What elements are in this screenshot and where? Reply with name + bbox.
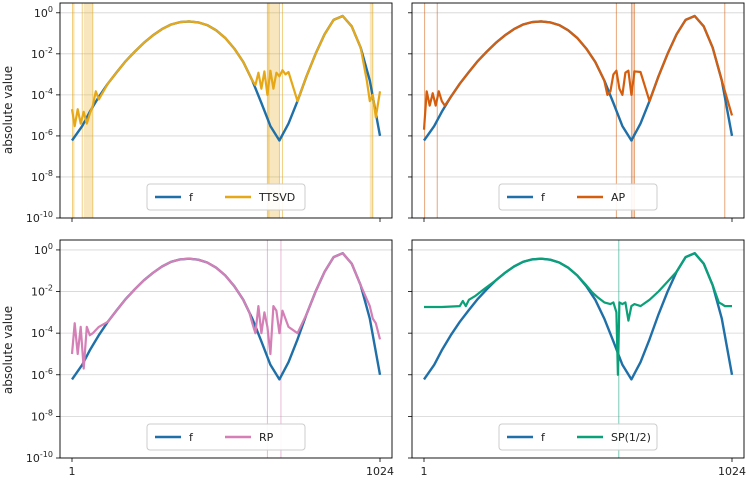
y-tick-label: 10-8 xyxy=(31,169,53,184)
axes-frame xyxy=(59,239,393,459)
legend-label: SP(1/2) xyxy=(611,431,651,444)
y-tick-label: 10-8 xyxy=(31,408,53,423)
highlight-band xyxy=(267,3,280,218)
legend-label: RP xyxy=(259,431,274,444)
y-tick-label: 10-10 xyxy=(26,450,53,465)
series-line-TTSVD xyxy=(70,14,382,128)
legend-label: f xyxy=(189,191,194,204)
y-tick-label: 10-10 xyxy=(26,210,53,225)
panel-top-right: f AP xyxy=(408,2,745,222)
axes-frame xyxy=(411,2,745,219)
y-axis-label-top: absolute value xyxy=(1,66,15,154)
x-tick-label: 1024 xyxy=(718,465,746,478)
y-tick-label: 10-6 xyxy=(31,367,53,382)
y-tick-label: 10-2 xyxy=(31,46,53,61)
panel-top-left: 100 10-2 10-4 10-6 10-8 10-10 f TTSVD xyxy=(26,2,393,225)
legend-label: TTSVD xyxy=(258,191,295,204)
legend: f SP(1/2) xyxy=(498,423,658,451)
series-line-AP xyxy=(422,14,734,130)
axes-frame xyxy=(411,239,745,459)
legend: f RP xyxy=(146,423,306,451)
y-tick-label: 10-4 xyxy=(31,87,53,102)
y-tick-label: 10-2 xyxy=(31,284,53,299)
x-tick-label: 1024 xyxy=(366,465,394,478)
y-tick-label: 100 xyxy=(34,5,53,20)
legend-label: f xyxy=(541,431,546,444)
highlight-band xyxy=(72,3,75,218)
x-tick-label: 1 xyxy=(421,465,428,478)
legend-label: f xyxy=(541,191,546,204)
legend-label: f xyxy=(189,431,194,444)
y-tick-label: 100 xyxy=(34,242,53,257)
y-tick-label: 10-4 xyxy=(31,325,53,340)
legend-label: AP xyxy=(611,191,626,204)
panel-bottom-left: 100 10-2 10-4 10-6 10-8 10-10 1 1024 f RP xyxy=(26,239,394,478)
panel-bottom-right: 1 1024 f SP(1/2) xyxy=(408,239,746,478)
legend: f TTSVD xyxy=(146,183,306,211)
x-tick-label: 1 xyxy=(69,465,76,478)
highlight-band xyxy=(83,3,93,218)
highlight-band xyxy=(369,3,373,218)
y-axis-label-bottom: absolute value xyxy=(1,306,15,394)
axes-frame xyxy=(59,2,393,219)
y-tick-label: 10-6 xyxy=(31,128,53,143)
series-line-RP xyxy=(70,252,382,370)
legend: f AP xyxy=(498,183,658,211)
series-line-SP(1/2) xyxy=(424,252,732,376)
